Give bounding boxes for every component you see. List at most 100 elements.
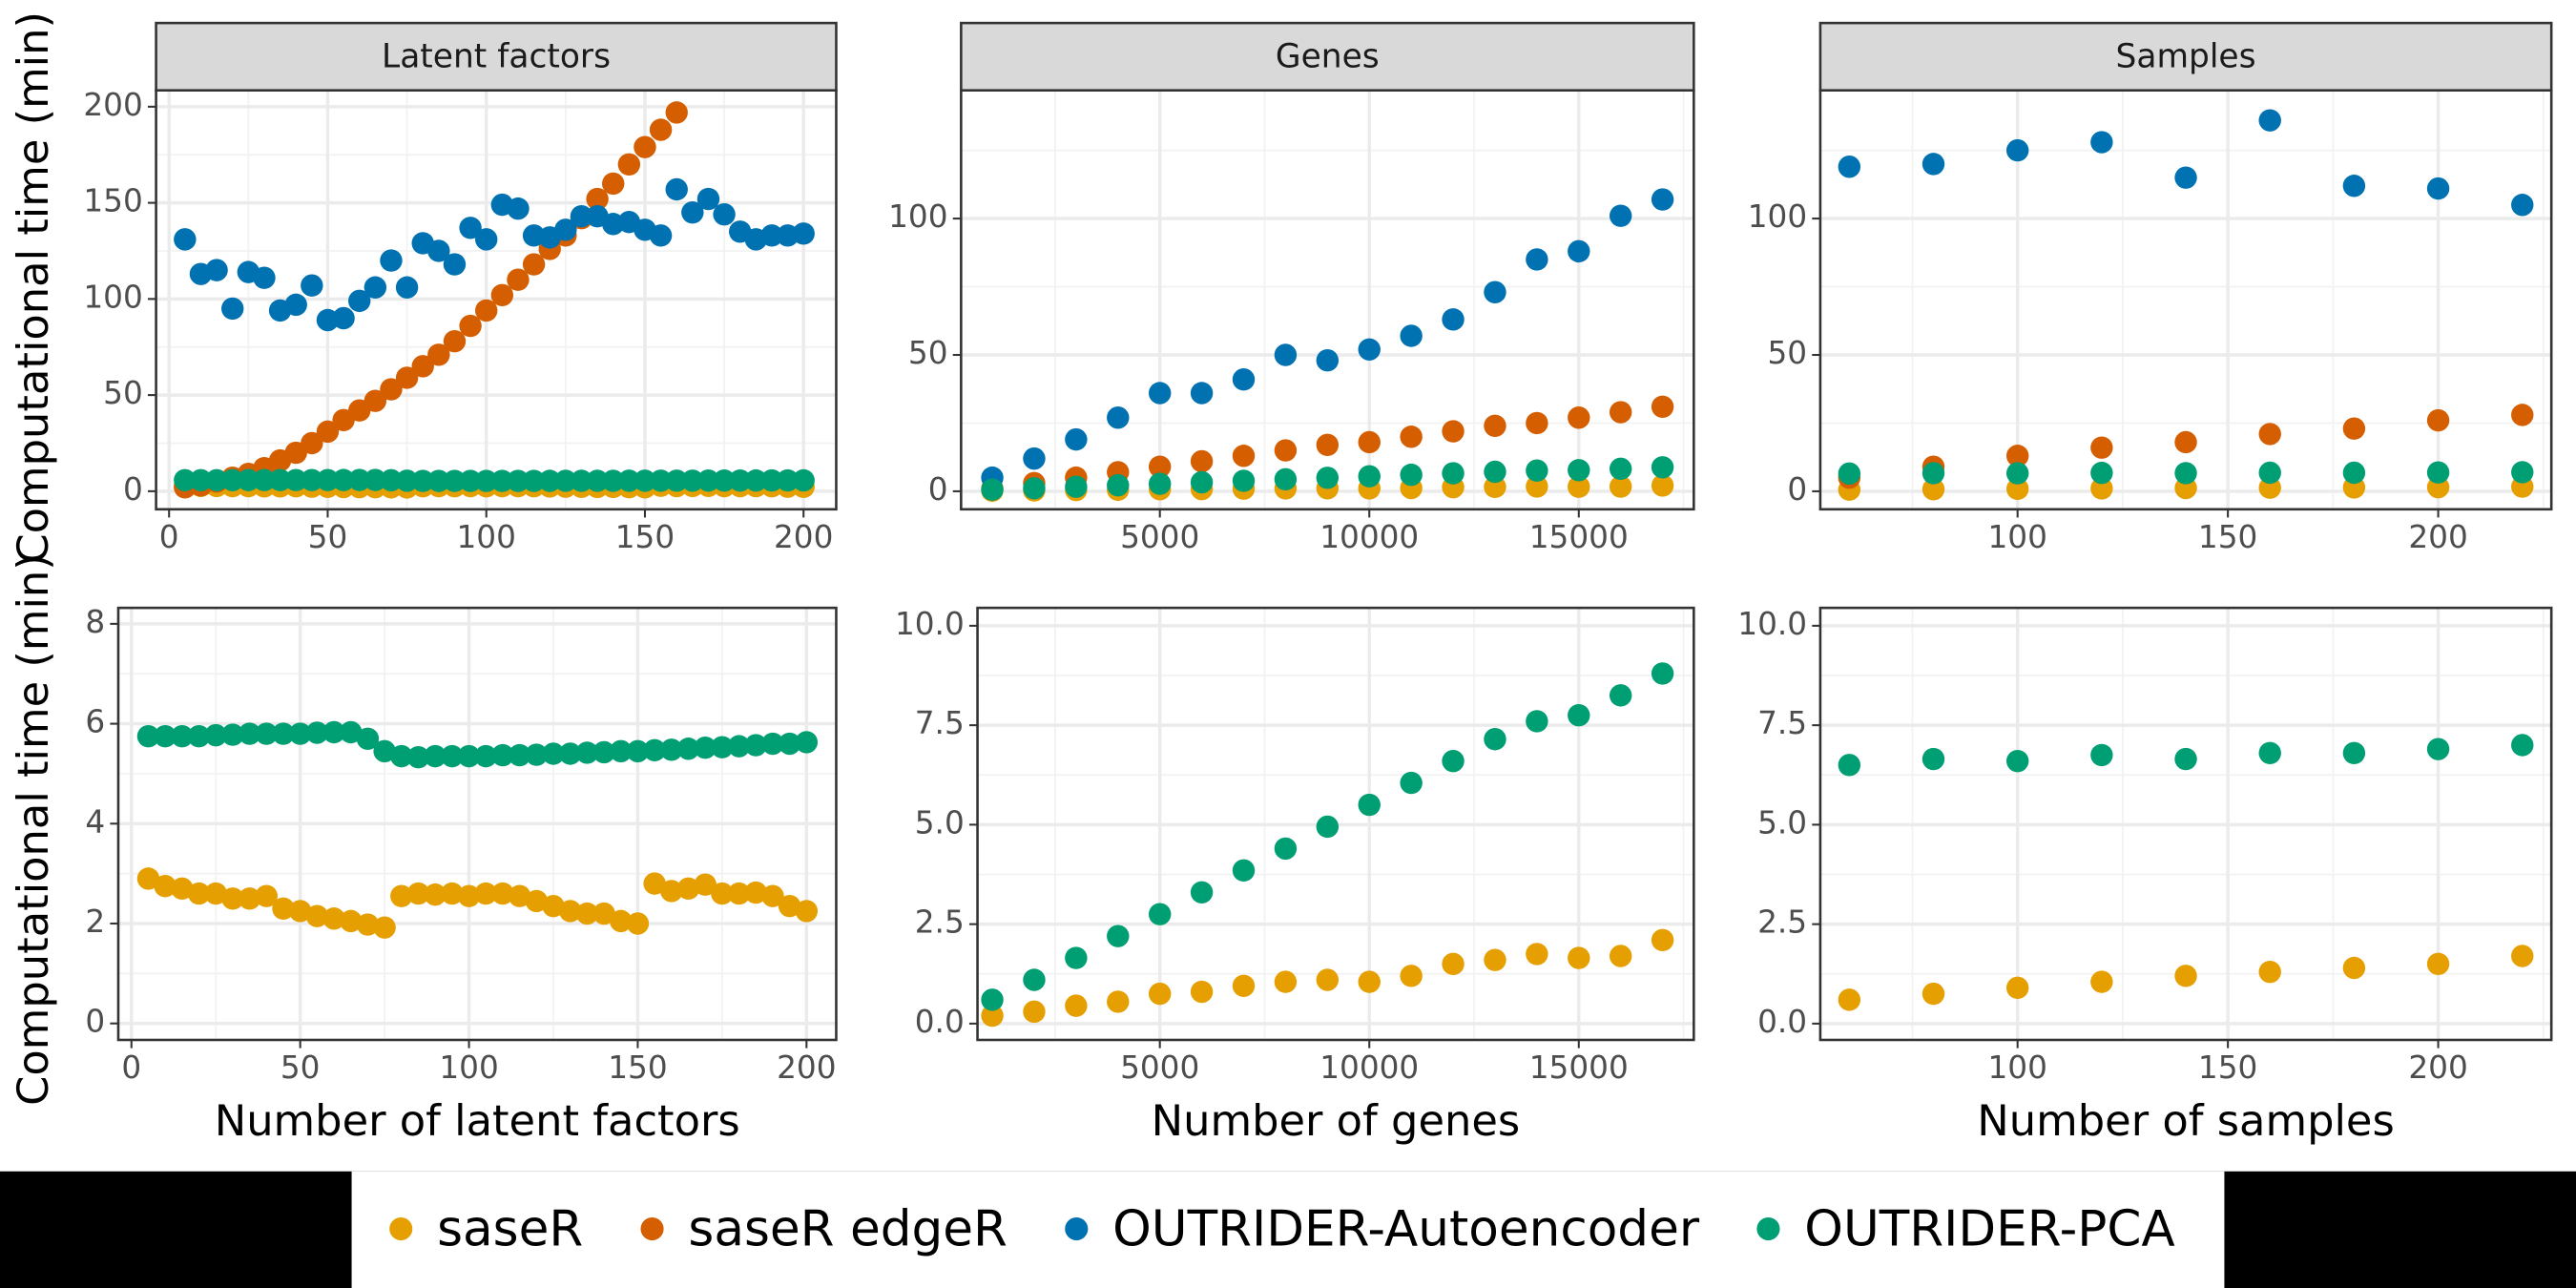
point [1065, 994, 1088, 1017]
point [2342, 175, 2366, 197]
point [1651, 474, 1674, 497]
point [490, 469, 514, 492]
point [2426, 461, 2450, 484]
point [427, 343, 450, 366]
strip-title: Samples [2116, 38, 2256, 76]
point [340, 720, 363, 744]
point [542, 894, 565, 918]
point [2511, 404, 2534, 426]
panel: 0 50 100 150 200 0 50 100 150 200 Latent factors Co… [8, 11, 838, 564]
point [305, 904, 329, 927]
point [411, 355, 434, 378]
point [2174, 965, 2197, 987]
point [792, 222, 815, 245]
point [395, 469, 419, 492]
point [443, 469, 467, 492]
legend-box [351, 1171, 2225, 1288]
point [1609, 475, 1632, 498]
point [204, 723, 227, 747]
point [174, 468, 197, 491]
point [1358, 430, 1381, 454]
point [301, 274, 323, 297]
point [441, 744, 464, 768]
point [171, 724, 194, 748]
point [2342, 741, 2366, 765]
point [154, 724, 177, 748]
legend: saseR saseR edgeR OUTRIDER-Autoencoder OUTR… [389, 1200, 2175, 1257]
point [592, 740, 615, 764]
x-tick-label: 0 [121, 1049, 141, 1086]
x-tick-label: 10000 [1319, 1049, 1419, 1086]
point [1274, 439, 1298, 462]
point [205, 468, 228, 491]
point [348, 289, 371, 313]
point [136, 867, 160, 890]
point [1922, 747, 1945, 771]
point [380, 468, 403, 492]
point [508, 884, 531, 907]
point [1568, 946, 1590, 969]
point [221, 297, 244, 321]
point [981, 1004, 1004, 1028]
point [174, 228, 197, 251]
point [1526, 459, 1548, 482]
point [1274, 837, 1298, 861]
point [284, 293, 307, 317]
legend-label: OUTRIDER-Autoencoder [1112, 1200, 1700, 1257]
point [1107, 990, 1130, 1013]
legend-key [1065, 1216, 1089, 1241]
point [1484, 414, 1506, 438]
point [1148, 903, 1172, 925]
legend-key [1756, 1216, 1780, 1241]
point [660, 880, 683, 903]
x-tick-label: 150 [2198, 519, 2257, 555]
x-tick-label: 150 [615, 519, 675, 555]
x-tick-label: 5000 [1120, 519, 1199, 555]
point [1232, 859, 1256, 883]
point [665, 469, 688, 492]
point [373, 916, 396, 939]
point [643, 872, 666, 895]
point [760, 224, 783, 247]
point [1358, 793, 1381, 817]
point [626, 739, 650, 763]
point [332, 306, 355, 330]
x-tick-label: 50 [280, 1049, 321, 1086]
point [694, 873, 717, 896]
point [255, 722, 278, 745]
point [373, 739, 396, 763]
point [2090, 131, 2113, 154]
point [1232, 368, 1256, 391]
y-tick-label: 2.5 [915, 904, 965, 941]
x-tick-label: 0 [159, 519, 179, 555]
point [459, 217, 482, 239]
point [1526, 475, 1548, 498]
y-tick-label: 150 [83, 183, 142, 219]
point [1190, 881, 1214, 904]
point [272, 722, 295, 745]
panel: 0.0 2.5 5.0 7.5 10.0 100 150 200 Number of sampl… [1737, 606, 2553, 1146]
point [1148, 472, 1172, 495]
point [1148, 382, 1172, 405]
point [322, 720, 345, 744]
point [681, 200, 704, 224]
point [427, 239, 450, 262]
point [727, 882, 751, 905]
point [508, 743, 531, 767]
x-tick-label: 150 [608, 1049, 667, 1086]
point [558, 900, 582, 923]
point [1316, 968, 1340, 991]
point [610, 909, 633, 933]
y-tick-label: 0 [85, 1004, 105, 1040]
point [238, 722, 261, 745]
point [1190, 470, 1214, 494]
x-tick-label: 15000 [1529, 519, 1629, 555]
point [554, 218, 577, 241]
point [1609, 457, 1632, 481]
x-tick-label: 100 [439, 1049, 498, 1086]
point [602, 469, 625, 492]
point [586, 469, 609, 492]
panel: 0 2 4 6 8 0 50 100 150 200 Number of latent factor… [8, 553, 838, 1146]
point [2511, 461, 2534, 484]
panel-border [1818, 606, 2553, 1042]
